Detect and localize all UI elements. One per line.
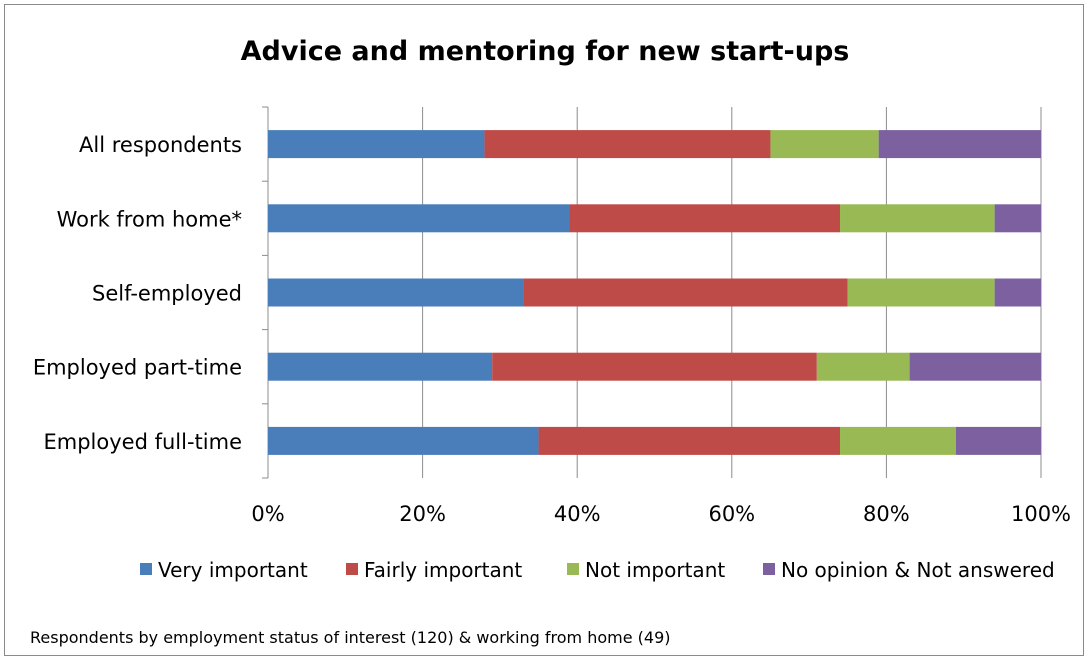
legend-swatch <box>140 563 152 575</box>
bar-segment <box>994 278 1041 307</box>
category-label: Work from home* <box>57 207 242 231</box>
chart-frame <box>4 4 1084 656</box>
bar-segment <box>268 130 485 159</box>
chart-title: Advice and mentoring for new start-ups <box>240 36 850 67</box>
category-label: Self-employed <box>92 282 242 306</box>
bar-segment <box>569 204 841 233</box>
bar-segment <box>955 426 1041 455</box>
legend-swatch <box>763 563 775 575</box>
bar-segment <box>909 352 1041 381</box>
bar-segment <box>268 204 570 233</box>
bar-segment <box>268 426 539 455</box>
category-label: Employed part-time <box>33 356 242 380</box>
x-tick-label: 40% <box>554 502 601 526</box>
bar-segment <box>840 426 956 455</box>
bar-segment <box>492 352 817 381</box>
legend-label: Fairly important <box>364 558 522 582</box>
bar-segment <box>523 278 848 307</box>
legend-swatch <box>346 563 358 575</box>
bar-segment <box>770 130 879 159</box>
x-tick-label: 60% <box>708 502 755 526</box>
bar-segment <box>268 352 493 381</box>
bar-segment <box>840 204 995 233</box>
legend-label: No opinion & Not answered <box>781 558 1055 582</box>
x-tick-label: 80% <box>863 502 910 526</box>
bar-segment <box>484 130 771 159</box>
x-tick-label: 100% <box>1011 502 1071 526</box>
bar-segment <box>994 204 1041 233</box>
x-tick-label: 0% <box>251 502 284 526</box>
bar-segment <box>268 278 524 307</box>
legend-swatch <box>567 563 579 575</box>
x-tick-label: 20% <box>399 502 446 526</box>
bar-segment <box>847 278 995 307</box>
category-label: Employed full-time <box>44 430 243 454</box>
footnote: Respondents by employment status of inte… <box>30 628 671 647</box>
bar-segment <box>878 130 1041 159</box>
bar-segment <box>538 426 841 455</box>
bar-segment <box>816 352 910 381</box>
legend-label: Very important <box>158 558 308 582</box>
category-label: All respondents <box>79 133 242 157</box>
legend-label: Not important <box>585 558 725 582</box>
